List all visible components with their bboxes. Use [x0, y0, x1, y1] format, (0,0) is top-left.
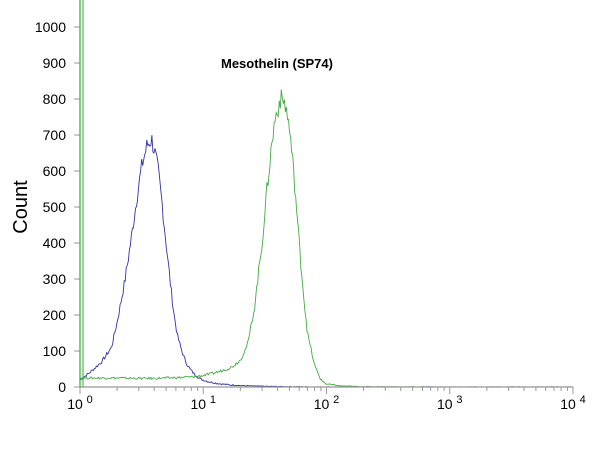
chart-annotation: Mesothelin (SP74)	[221, 56, 333, 71]
histogram-series-line	[79, 135, 574, 388]
y-tick-label: 600	[43, 163, 67, 179]
y-tick-label: 900	[43, 55, 67, 71]
y-tick-label: 100	[43, 343, 67, 359]
y-tick-label: 200	[43, 307, 67, 323]
y-tick-label: 400	[43, 235, 67, 251]
y-tick-label: 1000	[35, 19, 66, 35]
x-axis-ticks: 10 0 10 1 10 2 10 3 10 4	[67, 387, 586, 412]
series-layer	[79, 89, 574, 388]
y-axis-ticks: 0 100 200 300 400 500 600 700 800 900 1000	[35, 19, 80, 395]
y-tick-label: 800	[43, 91, 67, 107]
y-tick-label: 0	[58, 379, 66, 395]
y-tick-label: 500	[43, 199, 67, 215]
x-tick-label: 10 0	[67, 394, 93, 412]
x-tick-label: 10 4	[560, 394, 586, 412]
y-tick-label: 300	[43, 271, 67, 287]
y-axis-title: Count	[10, 180, 32, 234]
x-tick-label: 10 3	[437, 394, 463, 412]
x-tick-label: 10 2	[314, 394, 340, 412]
x-tick-label: 10 1	[190, 394, 216, 412]
histogram-series-line	[79, 89, 573, 388]
y-tick-label: 700	[43, 127, 67, 143]
